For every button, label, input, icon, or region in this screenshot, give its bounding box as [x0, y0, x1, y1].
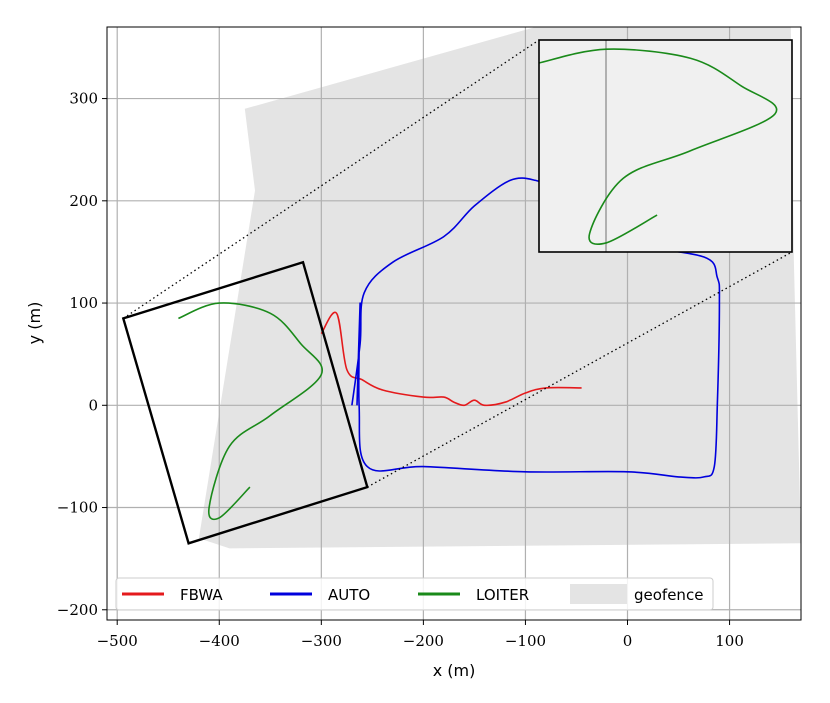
x-tick-label: −200 — [403, 632, 444, 650]
x-axis-label: x (m) — [433, 661, 476, 680]
y-tick-label: −200 — [57, 601, 98, 619]
inset-content — [539, 0, 830, 252]
inset-zoom — [538, 0, 830, 253]
y-tick-label: −100 — [57, 499, 98, 517]
inset-frame — [538, 39, 793, 253]
legend-label: LOITER — [476, 586, 529, 604]
axes-frame — [106, 26, 802, 621]
series-line-loiter — [178, 302, 324, 521]
inset-series-line-auto — [826, 0, 830, 207]
y-tick-label: 100 — [69, 294, 98, 312]
series-layer — [178, 177, 721, 521]
y-axis-label: y (m) — [25, 302, 44, 345]
legend-label: FBWA — [180, 586, 223, 604]
series-line-auto — [351, 177, 721, 479]
y-tick-label: 0 — [88, 396, 98, 414]
legend-label: geofence — [634, 586, 703, 604]
legend: FBWA AUTO LOITER geofence — [115, 577, 714, 611]
x-tick-label: 0 — [623, 632, 633, 650]
y-tick-label: 300 — [69, 90, 98, 108]
x-tick-label: −500 — [97, 632, 138, 650]
zoom-layer — [121, 39, 793, 545]
x-tick-label: −300 — [301, 632, 342, 650]
ticks-layer: −500 −400 −300 −200 −100 0 100 −200 −100 0 100 200 3… — [57, 90, 744, 650]
y-tick-label: 200 — [69, 192, 98, 210]
inset-series-line-loiter — [539, 48, 778, 245]
legend-label: AUTO — [328, 586, 370, 604]
x-tick-label: −100 — [505, 632, 546, 650]
x-tick-label: 100 — [715, 632, 744, 650]
series-line-fbwa — [320, 311, 582, 407]
legend-swatch — [570, 584, 627, 604]
legend-box — [115, 577, 714, 611]
inset-background — [539, 40, 792, 252]
x-tick-label: −400 — [199, 632, 240, 650]
